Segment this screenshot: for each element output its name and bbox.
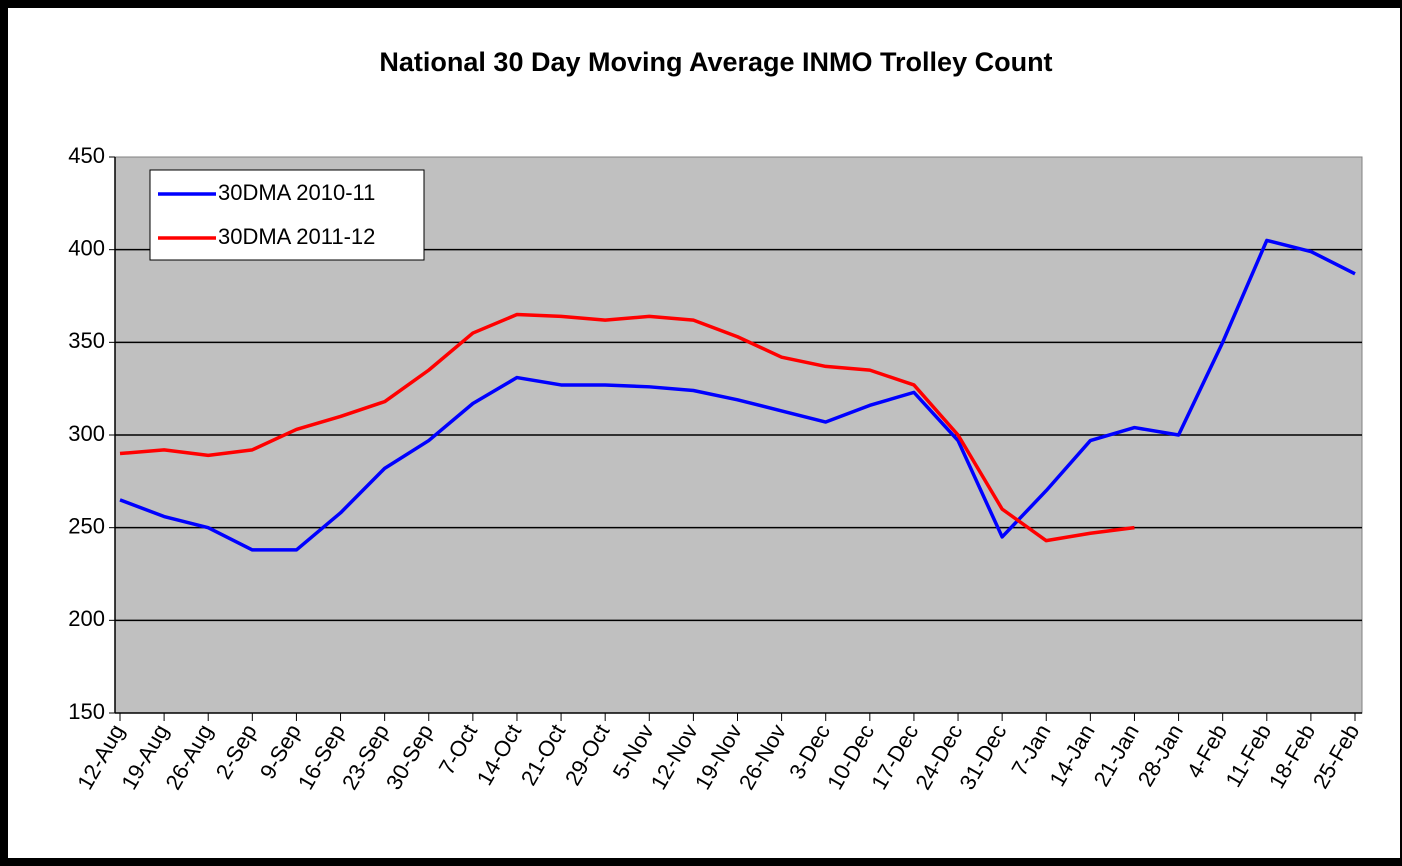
series-line [119,312,1135,543]
y-tick-label: 250 [68,513,105,538]
series-line [119,238,1356,552]
y-tick-label: 350 [68,328,105,353]
chart-title: National 30 Day Moving Average INMO Trol… [379,47,1052,77]
y-tick-label: 150 [68,699,105,724]
y-tick-label: 200 [68,606,105,631]
y-tick-label: 400 [68,235,105,260]
legend-label: 30DMA 2010-11 [218,180,375,205]
y-tick-label: 450 [68,143,105,168]
legend-label: 30DMA 2011-12 [218,224,375,249]
legend-box [149,169,425,261]
y-tick-label: 300 [68,421,105,446]
